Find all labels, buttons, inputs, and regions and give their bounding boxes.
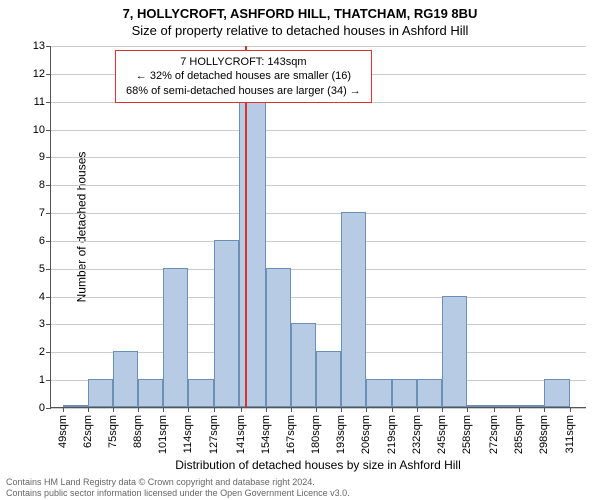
title-sub: Size of property relative to detached ho…: [0, 23, 600, 38]
ytick-label: 7: [39, 207, 51, 219]
xtick-label: 167sqm: [285, 407, 297, 454]
ytick-label: 11: [34, 96, 51, 108]
legend-line3: 68% of semi-detached houses are larger (…: [126, 84, 361, 98]
ytick-label: 8: [39, 179, 51, 191]
title-block: 7, HOLLYCROFT, ASHFORD HILL, THATCHAM, R…: [0, 0, 600, 38]
gridline: [51, 213, 586, 214]
gridline: [51, 46, 586, 47]
xtick-label: 154sqm: [260, 407, 272, 454]
ytick-label: 3: [39, 318, 51, 330]
xtick-label: 219sqm: [386, 407, 398, 454]
gridline: [51, 130, 586, 131]
histogram-bar: [188, 379, 213, 407]
histogram-bar: [341, 212, 366, 407]
gridline: [51, 324, 586, 325]
ytick-label: 13: [33, 40, 51, 52]
histogram-bar: [392, 379, 417, 407]
xtick-label: 88sqm: [132, 407, 144, 448]
xtick-label: 141sqm: [235, 407, 247, 454]
histogram-bar: [138, 379, 163, 407]
xtick-label: 114sqm: [182, 407, 194, 453]
xtick-label: 180sqm: [310, 407, 322, 454]
gridline: [51, 185, 586, 186]
histogram-bar: [266, 268, 291, 407]
gridline: [51, 157, 586, 158]
histogram-bar: [442, 296, 467, 407]
xtick-label: 206sqm: [360, 407, 372, 454]
legend-box: 7 HOLLYCROFT: 143sqm ← 32% of detached h…: [115, 50, 372, 103]
histogram-bar: [544, 379, 569, 407]
ytick-label: 4: [39, 291, 51, 303]
histogram-bar: [214, 240, 239, 407]
ytick-label: 12: [33, 68, 51, 80]
histogram-bar: [291, 323, 316, 407]
gridline: [51, 297, 586, 298]
xtick-label: 298sqm: [538, 407, 550, 454]
ytick-label: 2: [39, 346, 51, 358]
xtick-label: 193sqm: [335, 407, 347, 454]
histogram-bar: [417, 379, 442, 407]
ytick-label: 6: [39, 235, 51, 247]
gridline: [51, 269, 586, 270]
footer-line1: Contains HM Land Registry data © Crown c…: [6, 477, 350, 487]
histogram-bar: [113, 351, 138, 407]
xtick-label: 101sqm: [157, 407, 169, 454]
ytick-label: 5: [39, 263, 51, 275]
histogram-bar: [239, 101, 266, 407]
legend-line1: 7 HOLLYCROFT: 143sqm: [126, 55, 361, 69]
legend-line2: ← 32% of detached houses are smaller (16…: [126, 69, 361, 83]
ytick-label: 10: [33, 124, 51, 136]
xtick-label: 311sqm: [564, 407, 576, 453]
x-axis-label: Distribution of detached houses by size …: [50, 458, 586, 472]
histogram-bar: [88, 379, 113, 407]
xtick-label: 272sqm: [488, 407, 500, 454]
xtick-label: 75sqm: [107, 407, 119, 448]
xtick-label: 285sqm: [513, 407, 525, 454]
ytick-label: 0: [39, 402, 51, 414]
footer: Contains HM Land Registry data © Crown c…: [6, 477, 350, 498]
histogram-bar: [316, 351, 341, 407]
gridline: [51, 241, 586, 242]
xtick-label: 62sqm: [82, 407, 94, 448]
ytick-label: 1: [39, 374, 51, 386]
footer-line2: Contains public sector information licen…: [6, 488, 350, 498]
xtick-label: 232sqm: [411, 407, 423, 454]
histogram-bar: [163, 268, 188, 407]
title-main: 7, HOLLYCROFT, ASHFORD HILL, THATCHAM, R…: [0, 6, 600, 21]
histogram-bar: [366, 379, 391, 407]
ytick-label: 9: [39, 151, 51, 163]
xtick-label: 245sqm: [436, 407, 448, 454]
xtick-label: 258sqm: [461, 407, 473, 454]
xtick-label: 127sqm: [208, 407, 220, 454]
xtick-label: 49sqm: [57, 407, 69, 448]
